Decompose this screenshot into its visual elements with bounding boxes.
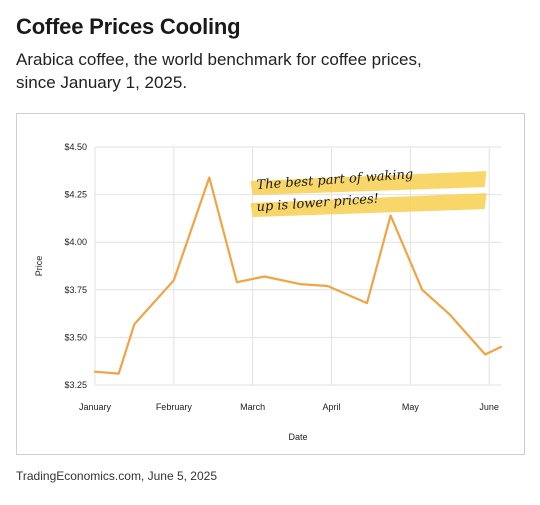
y-tick-label: $3.50: [64, 332, 87, 342]
tick-layer: $3.25 $3.50 $3.75 $4.00 $4.25 $4.50 January Feb…: [64, 142, 498, 412]
chart-frame: $3.25 $3.50 $3.75 $4.00 $4.25 $4.50 January Feb…: [16, 113, 525, 455]
chart-title: Coffee Prices Cooling: [16, 14, 241, 39]
x-tick-label: January: [79, 402, 112, 412]
y-tick-label: $4.00: [64, 237, 87, 247]
y-tick-label: $4.25: [64, 190, 87, 200]
source-note: TradingEconomics.com, June 5, 2025: [16, 469, 217, 483]
annotation-highlight: [250, 171, 487, 218]
x-tick-label: June: [479, 402, 499, 412]
x-axis-label: Date: [288, 432, 307, 442]
annotation-highlight-stroke: [250, 193, 487, 218]
x-tick-label: April: [322, 402, 340, 412]
price-line-chart: $3.25 $3.50 $3.75 $4.00 $4.25 $4.50 January Feb…: [34, 142, 503, 442]
annotation-highlight-stroke: [250, 171, 487, 196]
y-tick-label: $3.75: [64, 285, 87, 295]
x-tick-label: May: [402, 402, 420, 412]
y-tick-label: $3.25: [64, 380, 87, 390]
y-axis-label: Price: [34, 256, 44, 277]
x-tick-label: February: [156, 402, 193, 412]
x-tick-label: March: [240, 402, 265, 412]
series-layer: [93, 176, 503, 375]
chart-subtitle: Arabica coffee, the world benchmark for …: [16, 50, 422, 92]
y-tick-label: $4.50: [64, 142, 87, 152]
